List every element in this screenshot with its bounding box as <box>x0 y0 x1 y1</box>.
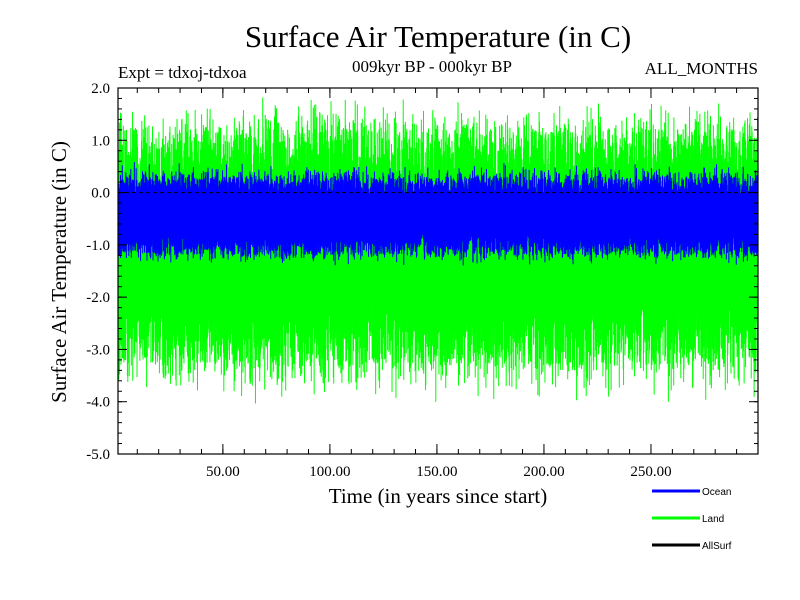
y-tick-label: -2.0 <box>86 290 110 306</box>
legend: Ocean Land AllSurf <box>652 487 732 552</box>
period-label: 009kyr BP - 000kyr BP <box>352 57 512 76</box>
x-tick-label: 150.00 <box>416 464 457 480</box>
experiment-label: Expt = tdxoj-tdxoa <box>118 63 247 82</box>
months-label: ALL_MONTHS <box>645 59 758 78</box>
axes-layer: 50.00 100.00 150.00 200.00 250.00 -5.0 -4.0 -3.… <box>86 81 759 480</box>
x-axis-label: Time (in years since start) <box>329 484 548 508</box>
x-tick-label: 200.00 <box>523 464 564 480</box>
y-tick-label: 1.0 <box>91 133 110 149</box>
y-axis-label: Surface Air Temperature (in C) <box>47 141 71 403</box>
chart-title: Surface Air Temperature (in C) <box>245 19 631 54</box>
y-tick-label: 2.0 <box>91 81 110 97</box>
legend-label-allsurf: AllSurf <box>702 541 732 552</box>
series-layer <box>117 97 759 404</box>
legend-label-ocean: Ocean <box>702 487 731 498</box>
y-tick-label: -1.0 <box>86 238 110 254</box>
y-tick-label: -5.0 <box>86 447 110 463</box>
x-tick-label: 50.00 <box>206 464 240 480</box>
plot-frame <box>117 87 759 455</box>
x-tick-label: 100.00 <box>309 464 350 480</box>
legend-label-land: Land <box>702 514 724 525</box>
x-tick-label: 250.00 <box>630 464 671 480</box>
y-tick-label: -3.0 <box>86 342 110 358</box>
y-tick-label: 0.0 <box>91 186 110 202</box>
y-tick-label: -4.0 <box>86 395 110 411</box>
